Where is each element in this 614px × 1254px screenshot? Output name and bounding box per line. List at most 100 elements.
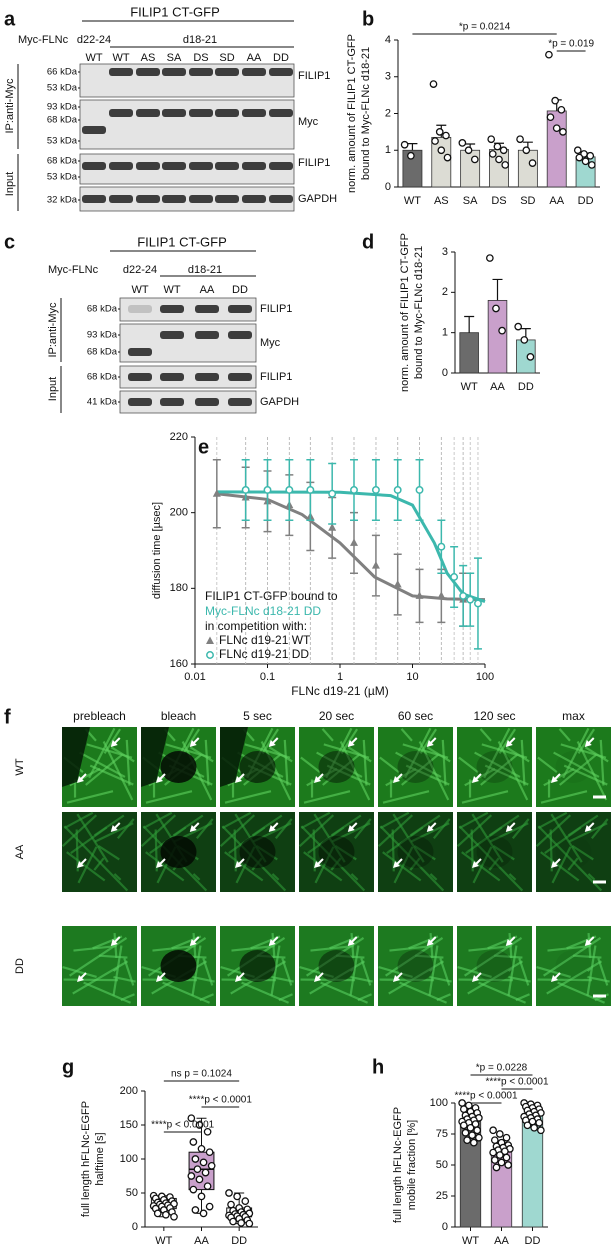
- data-point: [465, 147, 471, 153]
- filament: [551, 829, 552, 871]
- data-point: [582, 158, 588, 164]
- data-point: [503, 1135, 509, 1141]
- y-axis-label: norm. amount of FILIP1 CT-GFP: [346, 34, 358, 193]
- bleach-spot: [477, 751, 513, 783]
- significance-label: *p = 0.0228: [476, 1063, 528, 1074]
- data-point: [461, 1106, 467, 1112]
- y-tick-label: 4: [385, 34, 391, 46]
- lane-label: DD: [273, 52, 289, 64]
- lane-label: WT: [131, 284, 148, 296]
- row-label: WT: [14, 758, 26, 775]
- band: [136, 162, 160, 170]
- data-point: [505, 1162, 511, 1168]
- data-point: [546, 52, 552, 58]
- data-point: [204, 1183, 210, 1189]
- data-point: [188, 1173, 194, 1179]
- band-label: FILIP1: [298, 157, 330, 169]
- band: [128, 305, 152, 313]
- error-bar: [493, 279, 503, 300]
- data-point: [490, 1127, 496, 1133]
- bleach-spot: [240, 836, 276, 868]
- legend-marker: [206, 637, 214, 645]
- significance-label: ****p < 0.0001: [189, 1095, 253, 1106]
- data-point: [408, 153, 414, 159]
- mw-label: 66 kDa: [47, 67, 78, 78]
- section-label: IP:anti-Myc: [4, 78, 16, 134]
- band-label: FILIP1: [260, 303, 292, 315]
- x-tick-label: DD: [231, 1235, 247, 1247]
- row-label: AA: [14, 844, 26, 859]
- y-tick-label: 1: [442, 327, 448, 339]
- band: [269, 109, 293, 117]
- error-bar: [464, 317, 474, 333]
- lane-label: DD: [232, 284, 248, 296]
- band: [215, 162, 239, 170]
- data-point: [459, 140, 465, 146]
- data-point: [575, 147, 581, 153]
- x-tick-label: WT: [462, 1235, 479, 1247]
- data-point: [490, 151, 496, 157]
- data-point: [438, 544, 444, 550]
- construct-label: Myc-FLNc: [48, 264, 99, 276]
- significance-label: ****p < 0.0001: [151, 1120, 215, 1131]
- filament: [235, 829, 236, 871]
- data-point: [500, 147, 506, 153]
- data-point: [155, 1210, 161, 1216]
- data-point: [196, 1176, 202, 1182]
- data-point: [558, 107, 564, 113]
- section-label: Input: [4, 172, 16, 196]
- filament: [64, 980, 119, 981]
- y-axis-label: norm. amount of FILIP1 CT-GFP: [399, 233, 411, 392]
- band: [160, 305, 184, 313]
- data-point: [475, 600, 481, 606]
- bar: [461, 150, 480, 187]
- x-tick-label: 100: [476, 671, 494, 683]
- blot-strip: [120, 324, 256, 362]
- data-point: [416, 487, 422, 493]
- y-axis-label: bound to Myc-FLNc d18-21: [360, 47, 372, 180]
- data-point: [190, 1186, 196, 1192]
- data-point: [515, 323, 521, 329]
- data-point: [264, 487, 270, 493]
- y-tick-label: 1: [385, 144, 391, 156]
- band: [195, 398, 219, 406]
- band: [228, 331, 252, 339]
- error-bar: [407, 144, 417, 151]
- data-point: [464, 1137, 470, 1143]
- band: [162, 109, 186, 117]
- band: [109, 109, 133, 117]
- data-point: [498, 1159, 504, 1165]
- y-tick-label: 200: [170, 507, 188, 519]
- data-point: [307, 487, 313, 493]
- band: [228, 305, 252, 313]
- band: [242, 195, 266, 203]
- y-tick-label: 150: [120, 1119, 138, 1131]
- x-tick-label: WT: [155, 1235, 172, 1247]
- data-point: [472, 156, 478, 162]
- y-axis-label: bound to Myc-FLNc d18-21: [413, 246, 425, 379]
- band: [195, 373, 219, 381]
- data-point: [206, 1149, 212, 1155]
- band: [162, 162, 186, 170]
- group-label: d22-24: [123, 264, 157, 276]
- x-tick-label: AA: [194, 1235, 209, 1247]
- data-point: [437, 129, 443, 135]
- band: [215, 109, 239, 117]
- band: [160, 331, 184, 339]
- band: [109, 162, 133, 170]
- data-point: [492, 1157, 498, 1163]
- band: [162, 195, 186, 203]
- band: [82, 162, 106, 170]
- band: [109, 68, 133, 76]
- lane-label: DS: [193, 52, 208, 64]
- data-point: [373, 487, 379, 493]
- band: [228, 398, 252, 406]
- data-point: [351, 487, 357, 493]
- timepoint-label: 60 sec: [398, 709, 433, 723]
- data-point: [474, 1127, 480, 1133]
- bleach-spot: [161, 751, 197, 783]
- data-point: [192, 1207, 198, 1213]
- x-tick-label: DS: [491, 195, 506, 207]
- y-tick-label: 3: [385, 71, 391, 83]
